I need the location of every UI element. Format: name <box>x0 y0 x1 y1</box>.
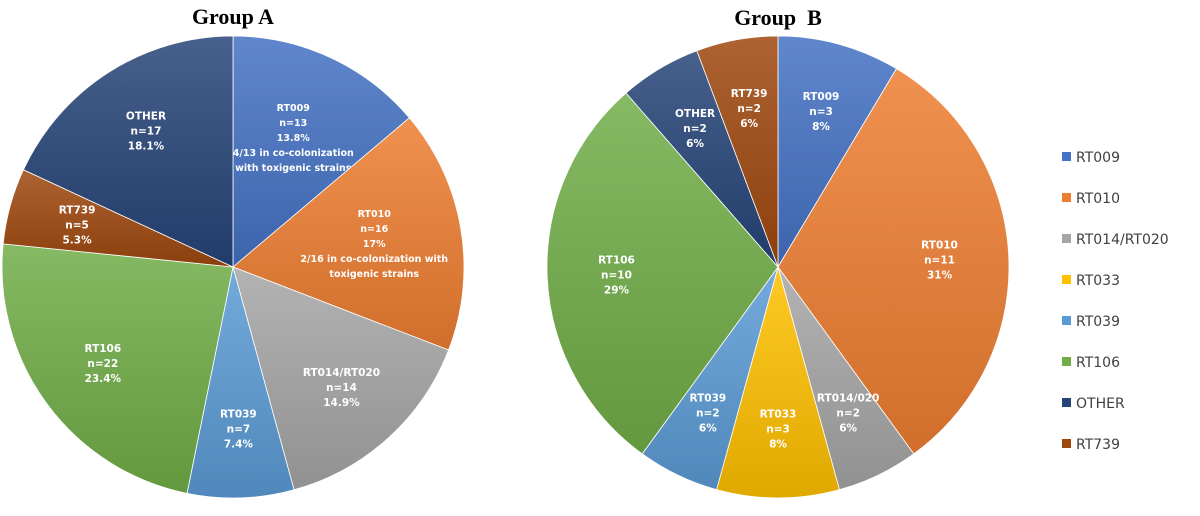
slice-label-line: 29% <box>604 284 630 296</box>
slice-rt033 <box>716 265 840 499</box>
slice-label-line: RT009 <box>803 91 840 103</box>
legend-label-rt009: RT009 <box>1076 150 1120 166</box>
slice-other <box>22 35 234 268</box>
legend-label-rt033: RT033 <box>1076 273 1120 289</box>
slice-label-rt106: RT106 n=10 29% <box>598 254 635 296</box>
slice-rt106 <box>1 243 234 494</box>
slice-rt039 <box>186 266 295 499</box>
slice-rt014-rt020 <box>232 266 450 491</box>
slice-label-line: 14.9% <box>323 397 360 409</box>
slice-label-line: RT106 <box>598 254 635 266</box>
slice-label-rt009: RT009 n=3 8% <box>803 91 840 133</box>
legend-swatch-rt033 <box>1062 275 1071 284</box>
slice-label-line: n=10 <box>601 269 632 281</box>
slice-label-line: n=2 <box>696 408 720 420</box>
slice-label-line: n=3 <box>766 424 790 436</box>
slice-label-line: RT014/RT020 <box>303 367 380 379</box>
slice-label-line: 6% <box>740 118 758 130</box>
legend-label-rt014-rt020: RT014/RT020 <box>1076 232 1169 248</box>
slice-label-line: 23.4% <box>85 373 122 385</box>
slice-label-line: RT039 <box>220 409 257 421</box>
slice-label-line: n=17 <box>131 126 162 138</box>
slice-rt009 <box>777 35 898 269</box>
legend-label-rt039: RT039 <box>1076 314 1120 330</box>
legend-label-rt739: RT739 <box>1076 437 1120 453</box>
legend-swatch-rt009 <box>1062 152 1071 161</box>
slice-label-line: RT106 <box>84 343 121 355</box>
slice-rt010 <box>777 68 1010 455</box>
slice-label-line: n=14 <box>326 382 357 394</box>
legend-swatch-rt010 <box>1062 193 1071 202</box>
slice-label-rt739: RT739 n=5 5.3% <box>59 204 96 246</box>
slice-label-line: RT009 <box>277 103 310 114</box>
slice-label-line: n=16 <box>360 224 388 235</box>
group-a-pie: RT009 n=13 13.8% 4/13 in co-colonization wit… <box>1 35 465 499</box>
slice-label-line: n=22 <box>87 358 118 370</box>
slice-label-line: OTHER <box>675 108 715 120</box>
slice-label-rt009: RT009 n=13 13.8% 4/13 in co-colonization wit… <box>233 103 354 174</box>
slice-label-line: n=13 <box>279 118 307 129</box>
legend-swatch-rt014-rt020 <box>1062 234 1071 243</box>
slice-label-rt039: RT039 n=2 6% <box>689 393 726 435</box>
slice-label-line: n=7 <box>227 424 251 436</box>
legend-swatch-rt739 <box>1062 439 1071 448</box>
slice-label-line: RT010 <box>921 240 958 252</box>
slice-label-other: OTHER n=17 18.1% <box>126 111 166 153</box>
slice-label-line: 5.3% <box>62 234 92 246</box>
slice-label-line: n=3 <box>809 106 833 118</box>
slice-label-line: RT014/020 <box>817 393 879 405</box>
slice-label-line: with toxigenic strains <box>235 163 352 174</box>
slice-label-rt010: RT010 n=11 31% <box>921 240 958 282</box>
slice-label-line: toxigenic strains <box>329 269 419 280</box>
legend-label-other: OTHER <box>1076 396 1125 412</box>
slice-label-line: 8% <box>812 121 830 133</box>
legend-swatch-rt039 <box>1062 316 1071 325</box>
slice-label-line: 18.1% <box>128 141 165 153</box>
slice-rt106 <box>546 92 779 455</box>
slice-label-rt106: RT106 n=22 23.4% <box>84 343 121 385</box>
legend-swatch-rt106 <box>1062 357 1071 366</box>
slice-label-line: 6% <box>839 423 857 435</box>
slice-label-line: RT739 <box>731 88 768 100</box>
group-a-title: Group A <box>192 4 274 29</box>
slice-label-line: 13.8% <box>277 133 310 144</box>
slice-label-line: n=2 <box>737 103 761 115</box>
slice-label-line: 4/13 in co-colonization <box>233 148 354 159</box>
slice-label-rt039: RT039 n=7 7.4% <box>220 409 257 451</box>
slice-label-rt014-rt020: RT014/020 n=2 6% <box>817 393 879 435</box>
legend-label-rt010: RT010 <box>1076 191 1120 207</box>
slice-label-line: 7.4% <box>224 439 254 451</box>
slice-label-line: RT033 <box>760 409 797 421</box>
slice-label-rt033: RT033 n=3 8% <box>760 409 797 451</box>
slice-label-line: n=5 <box>65 219 89 231</box>
legend-label-rt106: RT106 <box>1076 355 1120 371</box>
slice-label-line: n=2 <box>836 408 860 420</box>
slice-label-line: n=2 <box>683 123 707 135</box>
legend: RT009 RT010 RT014/RT020 RT033 RT039 RT106 OTHE… <box>1062 150 1169 453</box>
slice-label-line: 17% <box>363 239 386 250</box>
slice-label-line: RT010 <box>358 209 392 220</box>
group-b-pie: RT009 n=3 8%RT010 n=11 31%RT014/020 n=2 6%RT03… <box>546 35 1010 499</box>
slice-label-line: RT739 <box>59 204 96 216</box>
slice-label-line: 2/16 in co-colonization with <box>300 254 448 265</box>
slice-label-other: OTHER n=2 6% <box>675 108 715 150</box>
slice-label-rt739: RT739 n=2 6% <box>731 88 768 130</box>
slice-label-line: 6% <box>699 423 717 435</box>
slice-label-line: OTHER <box>126 111 166 123</box>
slice-label-line: 6% <box>686 138 704 150</box>
slice-label-line: RT039 <box>689 393 726 405</box>
slice-label-line: n=11 <box>924 255 955 267</box>
slice-label-rt014-rt020: RT014/RT020 n=14 14.9% <box>303 367 380 409</box>
slice-rt010 <box>232 117 465 351</box>
slice-rt009 <box>232 35 410 268</box>
slice-label-line: 8% <box>769 439 787 451</box>
slice-label-rt010: RT010 n=16 17% 2/16 in co-colonization with… <box>300 209 448 280</box>
slice-label-line: 31% <box>927 270 953 282</box>
legend-swatch-other <box>1062 398 1071 407</box>
slice-rt739 <box>696 35 779 268</box>
group-b-title: Group B <box>734 5 822 30</box>
